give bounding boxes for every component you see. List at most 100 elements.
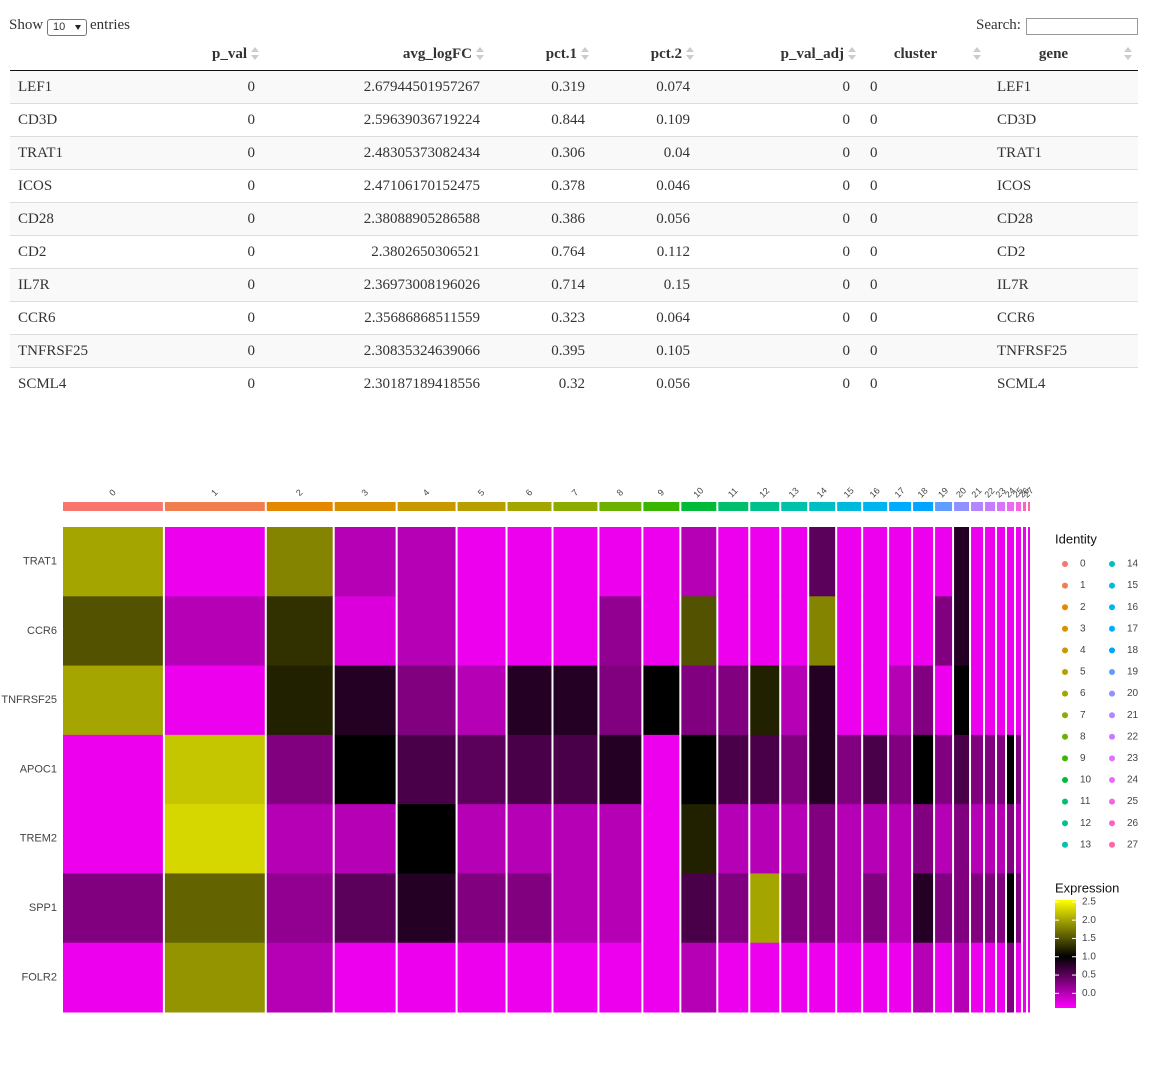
- heatmap-cell: [553, 734, 598, 805]
- table-cell: 0: [160, 268, 265, 302]
- page-length-select[interactable]: 10: [47, 19, 87, 36]
- sort-icon: [973, 47, 981, 61]
- heatmap-cell: [718, 596, 749, 667]
- cluster-label: 13: [787, 485, 801, 499]
- column-header[interactable]: pct.1: [490, 38, 595, 71]
- table-row: CD3D 0 2.59639036719224 0.844 0.109 0 0 CD3D: [10, 103, 1138, 137]
- heatmap-cell: [809, 734, 836, 805]
- column-header[interactable]: gene: [987, 38, 1138, 71]
- table-cell: 0: [700, 301, 862, 335]
- heatmap-cell: [266, 942, 333, 1013]
- header-cell: [10, 38, 160, 71]
- heatmap-cell: [553, 873, 598, 944]
- table-cell: TNFRSF25: [987, 334, 1138, 368]
- legend-dot: [1109, 647, 1115, 654]
- cluster-label: 2: [294, 487, 305, 498]
- legend-label: 23: [1127, 753, 1139, 764]
- table-cell: 2.48305373082434: [265, 136, 490, 170]
- legend-dot: [1109, 582, 1115, 589]
- table-row: LEF1 0 2.67944501957267 0.319 0.074 0 0 LEF1: [10, 70, 1138, 104]
- heatmap-cell: [809, 942, 836, 1013]
- heatmap-cell: [985, 734, 996, 805]
- column-header[interactable]: cluster: [862, 38, 987, 71]
- legend-dot: [1062, 798, 1068, 805]
- heatmap-cell: [164, 804, 265, 874]
- heatmap-cell: [935, 942, 953, 1013]
- heatmap-cell: [889, 942, 912, 1013]
- heatmap-cell: [997, 804, 1006, 874]
- heatmap-cell: [553, 942, 598, 1013]
- cluster-bar: [397, 502, 456, 511]
- heatmap-cell: [809, 527, 836, 597]
- cluster-label: 19: [936, 485, 950, 499]
- heatmap-cell: [913, 596, 934, 667]
- heatmap-cell: [1007, 873, 1015, 944]
- search-input[interactable]: [1026, 18, 1138, 35]
- table-cell: CD28: [10, 202, 160, 236]
- entries-label: entries: [90, 17, 130, 33]
- heatmap-cell: [681, 596, 717, 667]
- sort-icon: [848, 47, 856, 61]
- heatmap-cell: [266, 734, 333, 805]
- table-cell: 0.056: [595, 202, 700, 236]
- heatmap-cell: [889, 734, 912, 805]
- legend-label: 8: [1080, 731, 1086, 742]
- heatmap-cell: [718, 942, 749, 1013]
- column-header[interactable]: p_val: [160, 38, 265, 71]
- heatmap-cell: [1023, 942, 1027, 1013]
- heatmap-cell: [718, 665, 749, 736]
- table-cell: 0: [160, 334, 265, 368]
- legend-label: 16: [1127, 602, 1139, 613]
- heatmap-cell: [809, 873, 836, 944]
- heatmap-cell: [985, 596, 996, 667]
- legend-dot: [1109, 777, 1115, 783]
- cluster-bar: [1007, 502, 1015, 511]
- heatmap-cell: [599, 596, 642, 667]
- legend-dot: [1109, 755, 1115, 762]
- column-title: cluster: [893, 45, 938, 62]
- table-row: TNFRSF25 0 2.30835324639066 0.395 0.105 0 0 TNF…: [10, 334, 1138, 368]
- table-cell: 2.30835324639066: [265, 334, 490, 368]
- heatmap-cell: [863, 596, 888, 667]
- table-cell: 0.764: [490, 235, 595, 269]
- cluster-label: 4: [421, 487, 432, 498]
- legend-label: 18: [1127, 645, 1139, 656]
- gene-label: TRAT1: [23, 556, 57, 568]
- heatmap-cell: [781, 527, 808, 597]
- heatmap-cell: [1016, 596, 1022, 667]
- heatmap-cell: [63, 873, 163, 944]
- legend-dot: [1062, 733, 1068, 740]
- heatmap-cell: [334, 665, 396, 736]
- table-cell: 0: [700, 235, 862, 269]
- legend-dot: [1062, 841, 1068, 848]
- heatmap-cell: [913, 734, 934, 805]
- table-cell: 0: [862, 70, 987, 104]
- table-cell: 0: [160, 202, 265, 236]
- cluster-label: 6: [524, 487, 535, 498]
- heatmap-cell: [718, 804, 749, 874]
- heatmap-cell: [599, 527, 642, 597]
- heatmap-cell: [750, 942, 780, 1013]
- column-header[interactable]: pct.2: [595, 38, 700, 71]
- table-cell: CD2: [10, 235, 160, 269]
- cluster-bar: [63, 502, 163, 511]
- heatmap-cell: [334, 942, 396, 1013]
- column-header[interactable]: p_val_adj: [700, 38, 862, 71]
- heatmap-cell: [837, 873, 862, 944]
- heatmap-cell: [913, 804, 934, 874]
- heatmap-cell: [266, 596, 333, 667]
- gene-label: CCR6: [27, 625, 57, 637]
- heatmap-cell: [63, 527, 163, 597]
- heatmap-cell: [266, 873, 333, 944]
- legend-dot: [1062, 604, 1068, 611]
- legend-dot: [1109, 733, 1115, 740]
- heatmap-cell: [63, 804, 163, 874]
- cluster-bar: [1028, 502, 1030, 511]
- heatmap-cell: [164, 873, 265, 944]
- table-row: CCR6 0 2.35686868511559 0.323 0.064 0 0 CCR6: [10, 301, 1138, 335]
- table-cell: 0.112: [595, 235, 700, 269]
- column-header[interactable]: avg_logFC: [265, 38, 490, 71]
- cluster-bar: [750, 502, 780, 511]
- table-row: CD28 0 2.38088905286588 0.386 0.056 0 0 CD28: [10, 202, 1138, 236]
- cluster-bar: [781, 502, 808, 511]
